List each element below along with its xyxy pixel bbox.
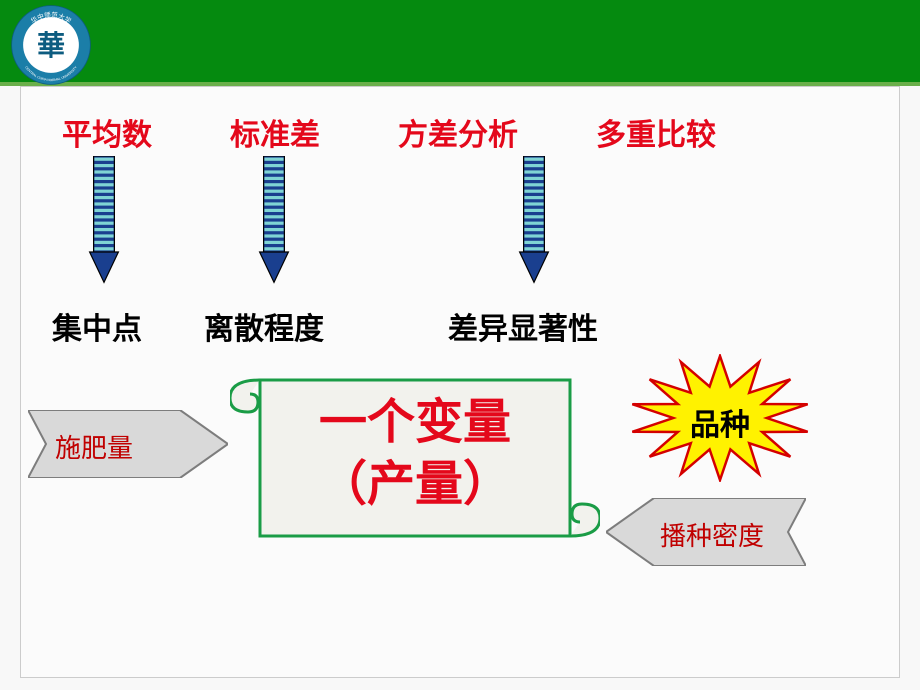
starburst-text: 品种	[690, 400, 750, 444]
scroll-line1: 一个变量	[319, 396, 511, 449]
university-logo: 華 华中师范大学 CENTRAL CHINA NORMAL UNIVERSITY	[10, 4, 92, 86]
down-arrow-3	[518, 156, 550, 284]
mid-label-central: 集中点	[52, 304, 142, 348]
mid-label-signif: 差异显著性	[448, 304, 598, 348]
top-label-anova: 方差分析	[398, 110, 518, 154]
scroll-text: 一个变量 （产量）	[260, 392, 570, 517]
scroll-line2: （产量）	[319, 458, 511, 511]
logo-char: 華	[37, 30, 65, 61]
right-arrow-text: 播种密度	[660, 516, 764, 553]
header-band	[0, 0, 920, 86]
top-label-stddev: 标准差	[230, 110, 320, 154]
mid-label-dispersion: 离散程度	[204, 304, 324, 348]
top-label-mean: 平均数	[62, 110, 152, 154]
left-arrow-text: 施肥量	[55, 428, 133, 465]
down-arrow-1	[88, 156, 120, 284]
top-label-multcomp: 多重比较	[596, 110, 716, 154]
down-arrow-2	[258, 156, 290, 284]
